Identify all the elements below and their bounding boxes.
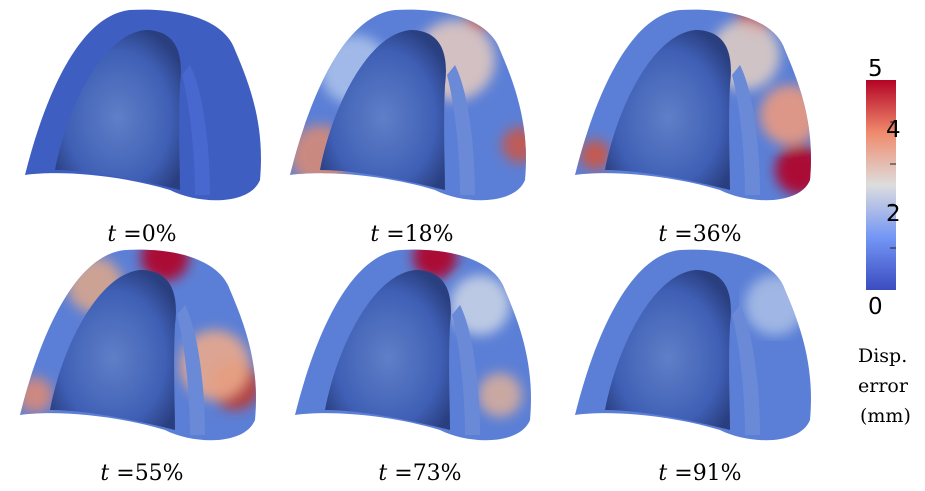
caption-prefix: t =: [100, 461, 135, 486]
heart-surface-image: [20, 249, 256, 441]
caption-value: 55%: [134, 461, 184, 486]
panel-18: [285, 5, 545, 205]
colorbar-tick-4: 4: [886, 117, 901, 143]
colorbar-max-label: 5: [868, 56, 883, 82]
panel-73: [290, 245, 550, 445]
colorbar-title-line2: error: [858, 375, 908, 397]
caption-value: 36%: [692, 222, 742, 247]
caption-0: t =0%: [12, 222, 272, 247]
caption-prefix: t =: [378, 461, 413, 486]
caption-value: 0%: [141, 222, 177, 247]
heart-surface-image: [290, 9, 526, 201]
caption-36: t =36%: [570, 222, 830, 247]
caption-prefix: t =: [107, 222, 142, 247]
panel-91: [570, 245, 830, 445]
caption-55: t =55%: [12, 461, 272, 486]
caption-value: 73%: [412, 461, 462, 486]
heart-surface-image: [575, 9, 811, 201]
caption-18: t =18%: [282, 222, 542, 247]
colorbar-tick-2: 2: [886, 201, 901, 227]
colorbar: [866, 80, 896, 290]
panel-0: [20, 5, 280, 205]
caption-prefix: t =: [370, 222, 405, 247]
caption-73: t =73%: [290, 461, 550, 486]
colorbar-min-label: 0: [868, 294, 883, 320]
colorbar-title-line1: Disp.: [858, 345, 908, 367]
caption-91: t =91%: [570, 461, 830, 486]
panel-36: [570, 5, 830, 205]
caption-prefix: t =: [658, 461, 693, 486]
caption-prefix: t =: [658, 222, 693, 247]
colorbar-title-line3: (mm): [860, 405, 911, 427]
caption-value: 18%: [404, 222, 454, 247]
heart-surface-image: [575, 249, 811, 441]
panel-55: [15, 245, 275, 445]
heart-surface-image: [25, 9, 261, 201]
caption-value: 91%: [692, 461, 742, 486]
heart-surface-image: [295, 249, 531, 441]
